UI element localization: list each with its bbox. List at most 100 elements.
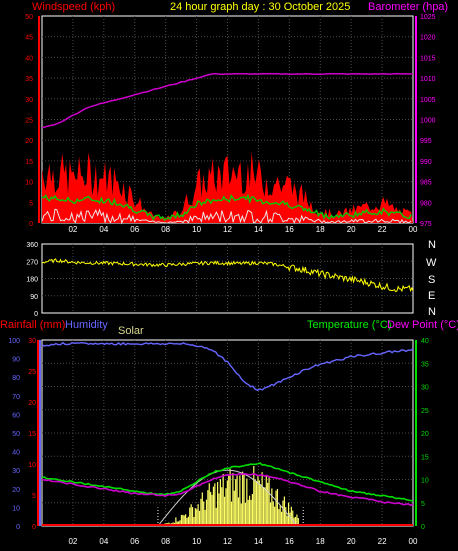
- humidity-y-tick: 0: [16, 524, 20, 531]
- temperature-y-tick: 15: [421, 454, 429, 461]
- wind-direction-line: [41, 258, 414, 293]
- wind-panel-x-tick: 16: [285, 225, 294, 234]
- temperature-y-tick: 35: [421, 361, 429, 368]
- panels: 0510152025303540455097598098599099510001…: [8, 14, 435, 546]
- humidity-y-tick: 40: [12, 450, 20, 457]
- barometer-y-tick: 1000: [420, 118, 436, 125]
- wind-panel-x-tick: 04: [99, 225, 108, 234]
- wind-y-tick: 15: [25, 159, 33, 166]
- temperature-y-tick: 5: [421, 501, 425, 508]
- barometer-y-tick: 1020: [420, 35, 436, 42]
- wind-panel-x-tick: 10: [192, 225, 201, 234]
- direction-y-tick: 0: [34, 311, 38, 318]
- rain-y-tick: 15: [28, 431, 36, 438]
- temperature-y-tick: 25: [421, 408, 429, 415]
- wind-panel-x-tick: 06: [130, 225, 139, 234]
- humidity-line: [41, 341, 414, 392]
- gust-line: [41, 193, 412, 222]
- rain-y-tick: 0: [32, 524, 36, 531]
- wind-panel-x-tick: 00: [409, 225, 418, 234]
- barometer-y-tick: 990: [420, 159, 432, 166]
- humidity-y-tick: 30: [12, 468, 20, 475]
- compass-e: E: [428, 290, 435, 302]
- wind-y-tick: 0: [29, 221, 33, 228]
- rain-y-tick: 30: [28, 338, 36, 345]
- barometer-y-tick: 980: [420, 200, 432, 207]
- dewpoint-label: Dew Point (°C): [387, 319, 458, 331]
- humidity-label: Humidity: [65, 319, 108, 331]
- wind-panel-x-tick: 12: [223, 225, 232, 234]
- wind-y-tick: 30: [25, 97, 33, 104]
- barometer-label: Barometer (hpa): [368, 1, 448, 13]
- barometer-y-tick: 1010: [420, 76, 436, 83]
- humidity-y-tick: 60: [12, 412, 20, 419]
- temperature-panel-x-tick: 06: [130, 537, 139, 546]
- temperature-panel-x-tick: 04: [99, 537, 108, 546]
- wind-panel-x-tick: 22: [378, 225, 387, 234]
- wind-panel-x-tick: 14: [254, 225, 263, 234]
- temperature-y-tick: 20: [421, 431, 429, 438]
- dewpoint-line: [41, 472, 414, 507]
- temperature-y-tick: 30: [421, 385, 429, 392]
- temperature-panel-x-tick: 18: [316, 537, 325, 546]
- direction-y-tick: 180: [26, 277, 38, 284]
- barometer-y-tick: 995: [420, 138, 432, 145]
- temperature-y-tick: 10: [421, 478, 429, 485]
- temperature-panel-x-tick: 12: [223, 537, 232, 546]
- wind-panel-x-tick: 08: [161, 225, 170, 234]
- wind-y-tick: 40: [25, 55, 33, 62]
- temperature-panel-x-tick: 22: [378, 537, 387, 546]
- rain-y-tick: 25: [28, 369, 36, 376]
- barometer-y-tick: 1005: [420, 97, 436, 104]
- direction-y-tick: 270: [26, 259, 38, 266]
- temperature-panel-x-tick: 08: [161, 537, 170, 546]
- humidity-y-tick: 10: [12, 505, 20, 512]
- barometer-y-tick: 1015: [420, 55, 436, 62]
- humidity-y-tick: 50: [12, 431, 20, 438]
- humidity-y-tick: 80: [12, 375, 20, 382]
- wind-y-tick: 45: [25, 35, 33, 42]
- rain-y-tick: 20: [28, 400, 36, 407]
- humidity-y-tick: 70: [12, 394, 20, 401]
- wind-panel-x-tick: 18: [316, 225, 325, 234]
- barometer-line: [41, 72, 414, 129]
- average-wind-line: [41, 208, 412, 225]
- compass-s: S: [428, 274, 435, 286]
- temperature-panel-x-tick: 10: [192, 537, 201, 546]
- solar-label: Solar: [118, 325, 144, 337]
- temperature-panel-x-tick: 20: [347, 537, 356, 546]
- wind-y-tick: 35: [25, 76, 33, 83]
- wind-y-tick: 25: [25, 118, 33, 125]
- compass-w: W: [426, 257, 437, 269]
- temperature-y-tick: 0: [421, 524, 425, 531]
- wind-panel-x-tick: 20: [347, 225, 356, 234]
- humidity-y-tick: 90: [12, 357, 20, 364]
- temperature-panel-x-tick: 16: [285, 537, 294, 546]
- barometer-y-tick: 1025: [420, 14, 436, 21]
- windspeed-area: [42, 151, 413, 223]
- temperature-panel-x-tick: 14: [254, 537, 263, 546]
- wind-y-tick: 50: [25, 14, 33, 21]
- rain-y-tick: 5: [32, 493, 36, 500]
- temperature-line: [41, 462, 414, 502]
- humidity-y-tick: 100: [8, 338, 20, 345]
- compass-n-top: N: [428, 239, 436, 251]
- chart-title: 24 hour graph day : 30 October 2025: [170, 1, 350, 13]
- wind-y-tick: 20: [25, 138, 33, 145]
- direction-y-tick: 360: [26, 242, 38, 249]
- barometer-y-tick: 985: [420, 180, 432, 187]
- temperature-panel-x-tick: 02: [68, 537, 77, 546]
- barometer-y-tick: 975: [420, 221, 432, 228]
- rainfall-label: Rainfall (mm): [0, 319, 65, 331]
- temperature-label: Temperature (°C): [307, 319, 391, 331]
- temperature-y-tick: 40: [421, 338, 429, 345]
- wind-panel-x-tick: 02: [68, 225, 77, 234]
- solar-theoretical-line: [157, 469, 298, 527]
- humidity-y-tick: 20: [12, 487, 20, 494]
- wind-y-tick: 5: [29, 200, 33, 207]
- rain-y-tick: 10: [28, 462, 36, 469]
- compass-n-bottom: N: [428, 306, 436, 318]
- direction-y-tick: 90: [30, 294, 38, 301]
- temperature-panel-x-tick: 00: [409, 537, 418, 546]
